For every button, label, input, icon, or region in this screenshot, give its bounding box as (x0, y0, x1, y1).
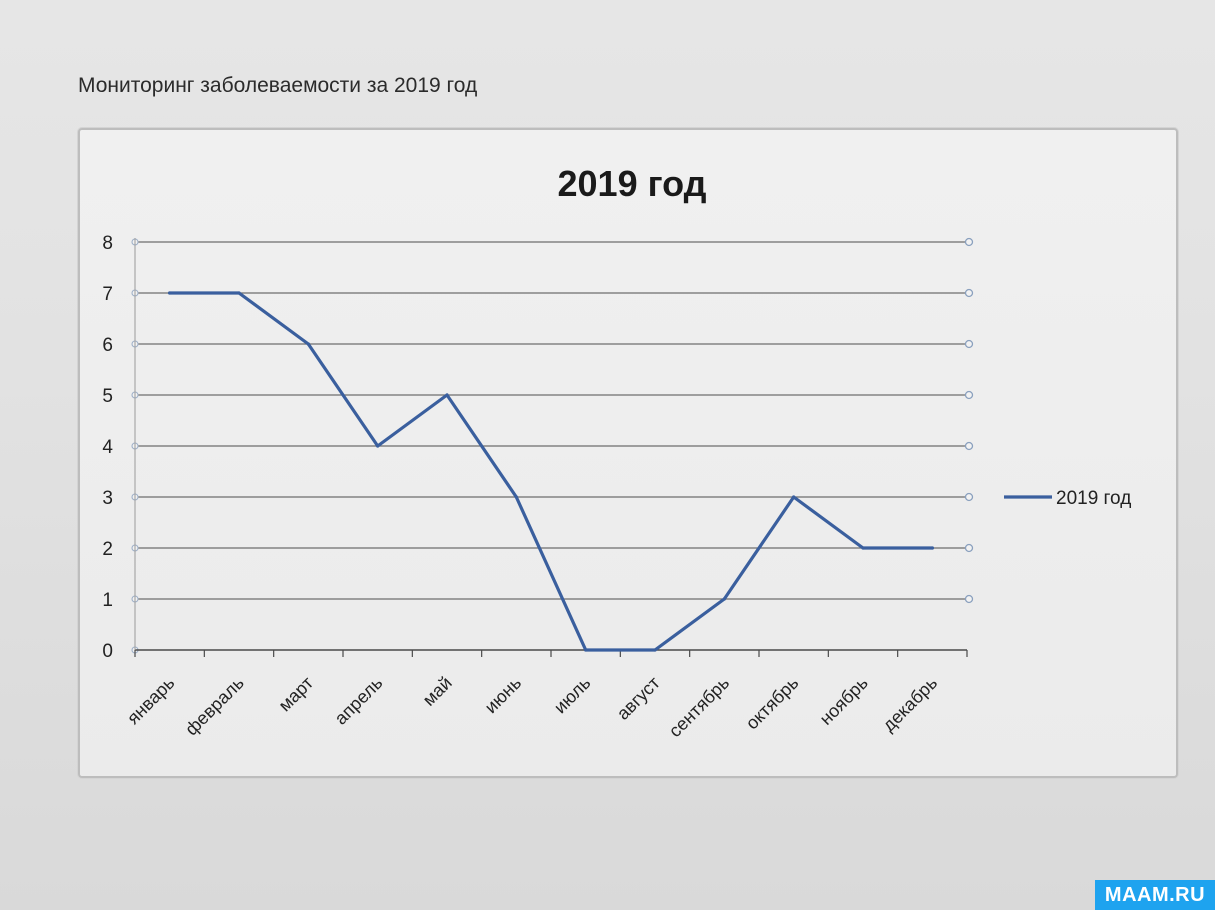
data-point (722, 597, 726, 601)
data-point (653, 648, 657, 652)
gridline-handle (964, 288, 974, 298)
gridline-handle (964, 441, 974, 451)
gridline-handle (964, 492, 974, 502)
x-tick-label: февраль (181, 673, 248, 740)
y-tick-label: 1 (102, 590, 113, 611)
y-tick-label: 2 (102, 539, 113, 560)
x-tick-label: июнь (481, 673, 525, 717)
y-tick-label: 0 (102, 641, 113, 662)
x-tick-label: август (613, 673, 664, 724)
data-point (930, 546, 934, 550)
legend: 2019 год (1004, 488, 1131, 509)
legend-label: 2019 год (1056, 488, 1131, 509)
data-point (237, 291, 241, 295)
x-tick-label: октябрь (742, 673, 803, 734)
y-tick-labels: 0 1 2 3 4 5 6 7 8 (102, 233, 113, 662)
data-point (168, 291, 172, 295)
x-tick-label: апрель (331, 673, 387, 729)
data-point (445, 393, 449, 397)
gridline-handle (964, 543, 974, 553)
chart-title: 2019 год (558, 163, 707, 204)
x-tick-label: декабрь (879, 673, 942, 736)
gridline-handle (964, 339, 974, 349)
axes (134, 238, 968, 657)
gridline-handle (964, 594, 974, 604)
page-heading: Мониторинг заболеваемости за 2019 год (78, 74, 478, 97)
x-tick-label: ноябрь (816, 673, 872, 729)
data-point (584, 648, 588, 652)
gridline-handle (964, 237, 974, 247)
y-tick-label: 3 (102, 488, 113, 509)
y-tick-label: 5 (102, 386, 113, 407)
data-point (792, 495, 796, 499)
line-chart: 2019 год 0 1 2 3 4 5 6 7 8 январь февраль март апре… (102, 163, 1131, 741)
data-point (376, 444, 380, 448)
series (168, 291, 934, 652)
series-line (168, 291, 934, 652)
y-tick-label: 6 (102, 335, 113, 356)
chart-frame: 2019 год 0 1 2 3 4 5 6 7 8 январь февраль март апре… (78, 128, 1178, 778)
x-tick-label: январь (123, 673, 178, 728)
y-tick-label: 8 (102, 233, 113, 254)
gridlines (131, 237, 974, 654)
x-tick-label: март (275, 673, 318, 716)
x-tick-label: сентябрь (665, 673, 733, 741)
y-tick-label: 7 (102, 284, 113, 305)
data-point (514, 495, 518, 499)
x-tick-label: май (419, 673, 456, 710)
data-point (861, 546, 865, 550)
x-tick-labels: январь февраль март апрель май июнь июль август… (123, 673, 941, 741)
gridline-handle (964, 390, 974, 400)
data-point (306, 342, 310, 346)
y-tick-label: 4 (102, 437, 113, 458)
x-tick-label: июль (550, 673, 595, 718)
watermark-logo: MAAM.RU (1095, 880, 1215, 910)
